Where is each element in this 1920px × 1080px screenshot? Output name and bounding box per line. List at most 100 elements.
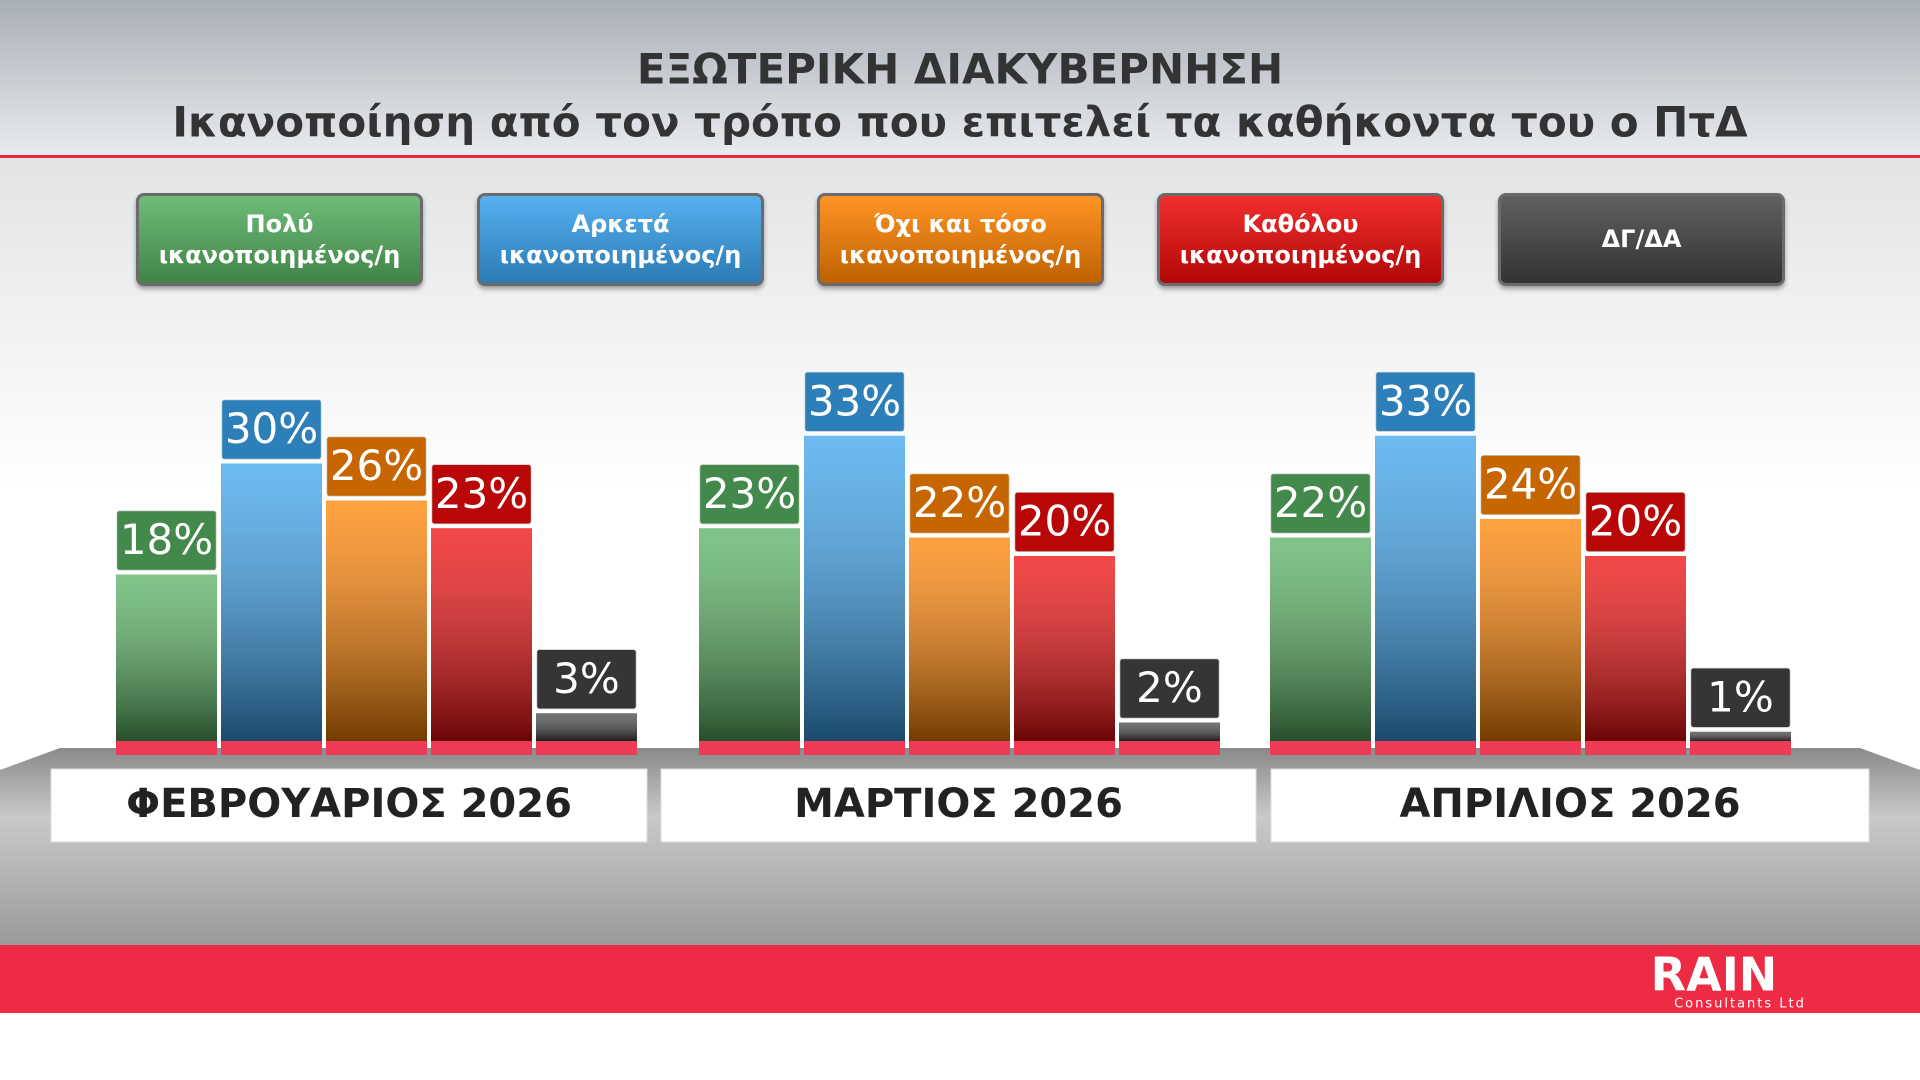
category-box xyxy=(660,768,1257,843)
value-label-shade xyxy=(1585,492,1686,552)
x-tick-label: ΦΕΒΡΟΥΑΡΙΟΣ 2026 xyxy=(126,781,572,827)
bar-shade xyxy=(431,528,532,741)
value-label-shade xyxy=(909,473,1010,534)
bar-shade xyxy=(1014,556,1115,741)
bar-shade xyxy=(699,528,800,741)
bar-shade xyxy=(536,713,637,741)
value-label: 23% xyxy=(435,469,528,518)
value-label-box xyxy=(1479,454,1582,516)
bar-shade xyxy=(1119,722,1220,741)
bar-base xyxy=(1119,741,1220,755)
legend-item: Πολύ ικανοποιημένος/η xyxy=(136,193,423,286)
bar-shade xyxy=(1480,519,1581,741)
bar-base xyxy=(699,741,800,755)
bar-base xyxy=(1014,741,1115,755)
chart-title: ΕΞΩΤΕΡΙΚΗ ΔΙΑΚΥΒΕΡΝΗΣΗ xyxy=(637,45,1283,94)
value-label-shade xyxy=(1014,492,1115,552)
value-label-shade xyxy=(536,649,637,710)
value-label-box xyxy=(220,398,323,461)
legend-item: Αρκετά ικανοποιημένος/η xyxy=(477,193,764,286)
value-label: 26% xyxy=(330,441,423,490)
header-band xyxy=(0,0,1920,155)
bar-base xyxy=(221,741,322,755)
legend-item: Καθόλου ικανοποιημένος/η xyxy=(1157,193,1444,286)
value-label: 33% xyxy=(808,376,901,425)
legend-item: ΔΓ/ΔΑ xyxy=(1498,193,1785,286)
legend-label: Πολύ ικανοποιημένος/η xyxy=(158,209,401,269)
value-label-shade xyxy=(1119,658,1220,719)
value-label-shade xyxy=(221,399,322,460)
bar-base xyxy=(536,741,637,755)
value-label: 22% xyxy=(1274,478,1367,527)
value-label: 30% xyxy=(225,404,318,453)
x-tick-label: ΑΠΡΙΛΙΟΣ 2026 xyxy=(1399,781,1740,827)
value-label-box xyxy=(803,371,906,433)
value-label: 22% xyxy=(913,478,1006,527)
value-label: 24% xyxy=(1484,460,1577,509)
value-label-box xyxy=(115,509,218,572)
bar-base xyxy=(1480,741,1581,755)
x-tick-label: ΜΑΡΤΙΟΣ 2026 xyxy=(794,781,1123,827)
bar-shade xyxy=(1585,556,1686,741)
bar-base xyxy=(1690,741,1791,755)
logo-subtitle: Consultants Ltd xyxy=(1674,997,1806,1012)
value-label-shade xyxy=(1270,473,1371,534)
bar-shade xyxy=(1375,435,1476,741)
bar-base xyxy=(431,741,532,755)
value-label-box xyxy=(325,435,428,498)
value-label-box xyxy=(1118,657,1221,720)
value-label-box xyxy=(698,463,801,525)
value-label-box xyxy=(1374,371,1477,433)
value-label-shade xyxy=(804,371,905,432)
bar-base xyxy=(804,741,905,755)
bar-shade xyxy=(1270,537,1371,741)
legend-label: Καθόλου ικανοποιημένος/η xyxy=(1179,209,1422,269)
legend-item: Όχι και τόσο ικανοποιημένος/η xyxy=(817,193,1104,286)
value-label-box xyxy=(535,648,638,710)
value-label-box xyxy=(1689,667,1792,729)
category-box xyxy=(1270,768,1870,843)
bar-shade xyxy=(909,537,1010,741)
legend-label: ΔΓ/ΔΑ xyxy=(1601,225,1682,253)
value-label-box xyxy=(430,463,533,525)
value-label: 20% xyxy=(1018,497,1111,546)
value-label-shade xyxy=(1690,667,1791,728)
bar-shade xyxy=(221,463,322,741)
value-label: 23% xyxy=(703,469,796,518)
header-rule xyxy=(0,155,1920,158)
bar-shade xyxy=(1690,731,1791,741)
value-label-shade xyxy=(431,464,532,525)
chart-subtitle: Ικανοποίηση από τον τρόπο που επιτελεί τ… xyxy=(172,98,1748,147)
bar-base xyxy=(1375,741,1476,755)
value-label-box xyxy=(1584,491,1687,553)
value-label-box xyxy=(908,472,1011,535)
value-label: 3% xyxy=(553,654,620,703)
legend-label: Όχι και τόσο ικανοποιημένος/η xyxy=(839,209,1082,269)
category-box xyxy=(50,768,648,843)
value-label-box xyxy=(1269,472,1372,535)
value-label-box xyxy=(1013,491,1116,553)
legend-label: Αρκετά ικανοποιημένος/η xyxy=(499,209,742,269)
value-label-shade xyxy=(1375,371,1476,432)
value-label: 18% xyxy=(120,515,213,564)
bar-base xyxy=(909,741,1010,755)
value-label: 1% xyxy=(1707,672,1774,721)
footer-band xyxy=(0,945,1920,1013)
bar-base xyxy=(326,741,427,755)
value-label-shade xyxy=(326,436,427,497)
value-label-shade xyxy=(1480,455,1581,515)
bar-shade xyxy=(116,574,217,741)
bar-base xyxy=(116,741,217,755)
value-label-shade xyxy=(116,510,217,571)
bar-shade xyxy=(804,435,905,741)
bar-shade xyxy=(326,500,427,741)
bar-base xyxy=(1585,741,1686,755)
logo-name: RAIN xyxy=(1651,948,1778,1002)
value-label: 20% xyxy=(1589,497,1682,546)
value-label: 33% xyxy=(1379,376,1472,425)
value-label-shade xyxy=(699,464,800,525)
bar-base xyxy=(1270,741,1371,755)
